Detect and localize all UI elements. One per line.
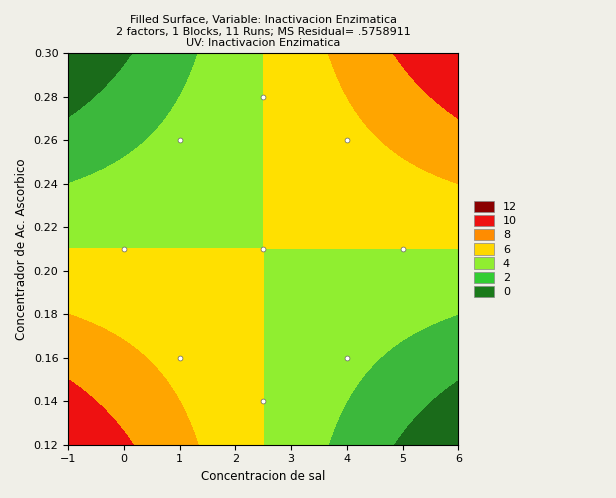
Legend: 12, 10, 8, 6, 4, 2, 0: 12, 10, 8, 6, 4, 2, 0 — [472, 198, 519, 299]
Title: Filled Surface, Variable: Inactivacion Enzimatica
2 factors, 1 Blocks, 11 Runs; : Filled Surface, Variable: Inactivacion E… — [116, 15, 411, 48]
X-axis label: Concentracion de sal: Concentracion de sal — [201, 470, 325, 483]
Y-axis label: Concentrador de Ac. Ascorbico: Concentrador de Ac. Ascorbico — [15, 158, 28, 340]
